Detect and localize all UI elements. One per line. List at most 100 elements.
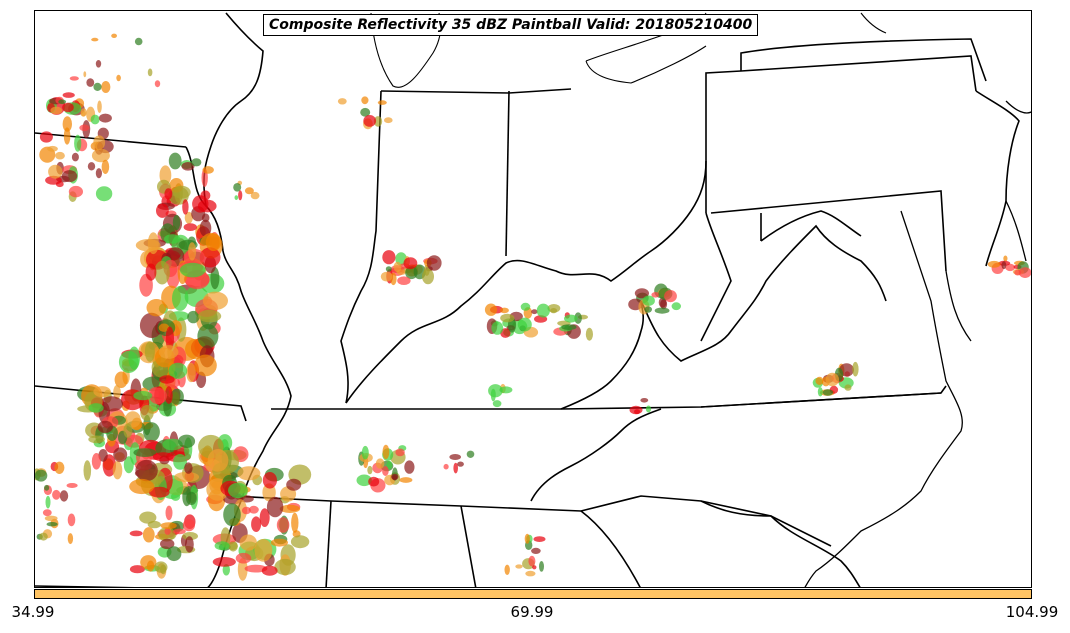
reflectivity-blob <box>500 328 511 338</box>
reflectivity-blob <box>54 461 65 474</box>
colorbar <box>34 589 1032 599</box>
reflectivity-blob <box>147 232 159 255</box>
reflectivity-blob <box>184 211 193 224</box>
reflectivity-blob <box>361 445 369 460</box>
reflectivity-blob <box>645 405 652 413</box>
reflectivity-blob <box>536 303 550 318</box>
reflectivity-blob <box>585 327 594 341</box>
reflectivity-blob <box>186 362 196 383</box>
reflectivity-blob <box>139 511 157 524</box>
reflectivity-blob <box>443 463 449 470</box>
reflectivity-blob <box>129 478 155 495</box>
reflectivity-blob <box>146 560 155 572</box>
reflectivity-blob <box>62 92 75 98</box>
reflectivity-blob <box>517 317 532 332</box>
reflectivity-blob <box>262 472 277 489</box>
reflectivity-blob <box>382 444 390 460</box>
reflectivity-blob <box>93 386 111 398</box>
reflectivity-blob <box>182 532 199 541</box>
reflectivity-blob <box>159 375 175 384</box>
reflectivity-blob <box>154 561 168 573</box>
reflectivity-blob <box>71 152 79 162</box>
reflectivity-blob <box>386 460 393 470</box>
reflectivity-blob <box>95 186 113 202</box>
reflectivity-blob <box>520 302 531 311</box>
reflectivity-blob <box>145 263 157 281</box>
reflectivity-blob <box>515 564 523 569</box>
reflectivity-blob <box>170 388 184 405</box>
reflectivity-blob <box>251 516 262 532</box>
reflectivity-blob <box>52 489 61 500</box>
reflectivity-blob <box>183 223 197 232</box>
reflectivity-blob <box>154 80 161 88</box>
reflectivity-blob <box>499 307 509 314</box>
reflectivity-blob <box>1003 255 1008 262</box>
wv-border <box>640 224 887 362</box>
reflectivity-blob <box>539 561 544 572</box>
tn-nc-border <box>530 408 662 502</box>
reflectivity-blob <box>98 113 112 123</box>
reflectivity-blob <box>68 185 83 198</box>
reflectivity-blob <box>50 106 63 115</box>
reflectivity-blob <box>490 388 496 402</box>
reflectivity-blob <box>91 37 99 42</box>
nc-sc-border <box>700 500 861 587</box>
reflectivity-blob <box>143 422 160 442</box>
reflectivity-blob <box>67 513 76 527</box>
reflectivity-blob <box>83 71 87 78</box>
reflectivity-blob <box>147 68 153 77</box>
reflectivity-blob <box>128 346 140 370</box>
reflectivity-blob <box>244 564 268 573</box>
reflectivity-blob <box>270 538 288 547</box>
reflectivity-blob <box>222 564 230 576</box>
reflectivity-blob <box>133 448 157 457</box>
reflectivity-blob <box>198 309 222 323</box>
reflectivity-blob <box>154 260 170 285</box>
reflectivity-blob <box>164 386 173 404</box>
reflectivity-blob <box>87 162 96 171</box>
reflectivity-blob <box>844 384 852 391</box>
reflectivity-blob <box>152 452 174 462</box>
reflectivity-blob <box>129 530 143 537</box>
reflectivity-blob <box>453 462 459 474</box>
reflectivity-blob <box>95 60 102 68</box>
reflectivity-blob <box>125 411 141 428</box>
colorbar-tick-label: 104.99 <box>1005 603 1059 621</box>
reflectivity-blob <box>116 74 121 82</box>
reflectivity-blob <box>382 466 389 476</box>
wv-va-border <box>700 212 732 342</box>
reflectivity-blob <box>531 547 541 555</box>
reflectivity-blob <box>88 403 104 413</box>
reflectivity-blob <box>174 471 200 483</box>
reflectivity-blob <box>113 447 128 463</box>
reflectivity-blob <box>642 295 655 306</box>
reflectivity-blob <box>79 124 90 132</box>
reflectivity-blob <box>266 496 284 518</box>
reflectivity-blob <box>654 307 670 314</box>
reflectivity-blob <box>144 341 155 362</box>
reflectivity-blob <box>395 448 405 457</box>
wi-il-border <box>203 12 264 207</box>
reflectivity-blob <box>392 475 398 481</box>
reflectivity-blob <box>815 376 824 385</box>
reflectivity-blob <box>290 535 310 549</box>
reflectivity-blob <box>133 391 153 401</box>
reflectivity-blob <box>384 117 393 124</box>
ga-sc-border <box>580 510 641 587</box>
reflectivity-blob <box>367 465 373 475</box>
reflectivity-blob <box>337 98 347 105</box>
reflectivity-blob <box>825 372 839 387</box>
reflectivity-blob <box>491 321 504 335</box>
reflectivity-blob <box>634 409 641 415</box>
reflectivity-blob <box>182 519 195 532</box>
al-ga-border <box>460 505 477 587</box>
ar-la-border <box>35 585 135 587</box>
reflectivity-blob <box>651 292 660 298</box>
reflectivity-blob <box>99 396 124 412</box>
reflectivity-blob <box>499 386 513 394</box>
reflectivity-blob <box>35 469 48 482</box>
reflectivity-blob <box>97 420 114 433</box>
reflectivity-blob <box>182 199 189 215</box>
reflectivity-blob <box>86 78 95 87</box>
reflectivity-blob <box>59 490 69 502</box>
